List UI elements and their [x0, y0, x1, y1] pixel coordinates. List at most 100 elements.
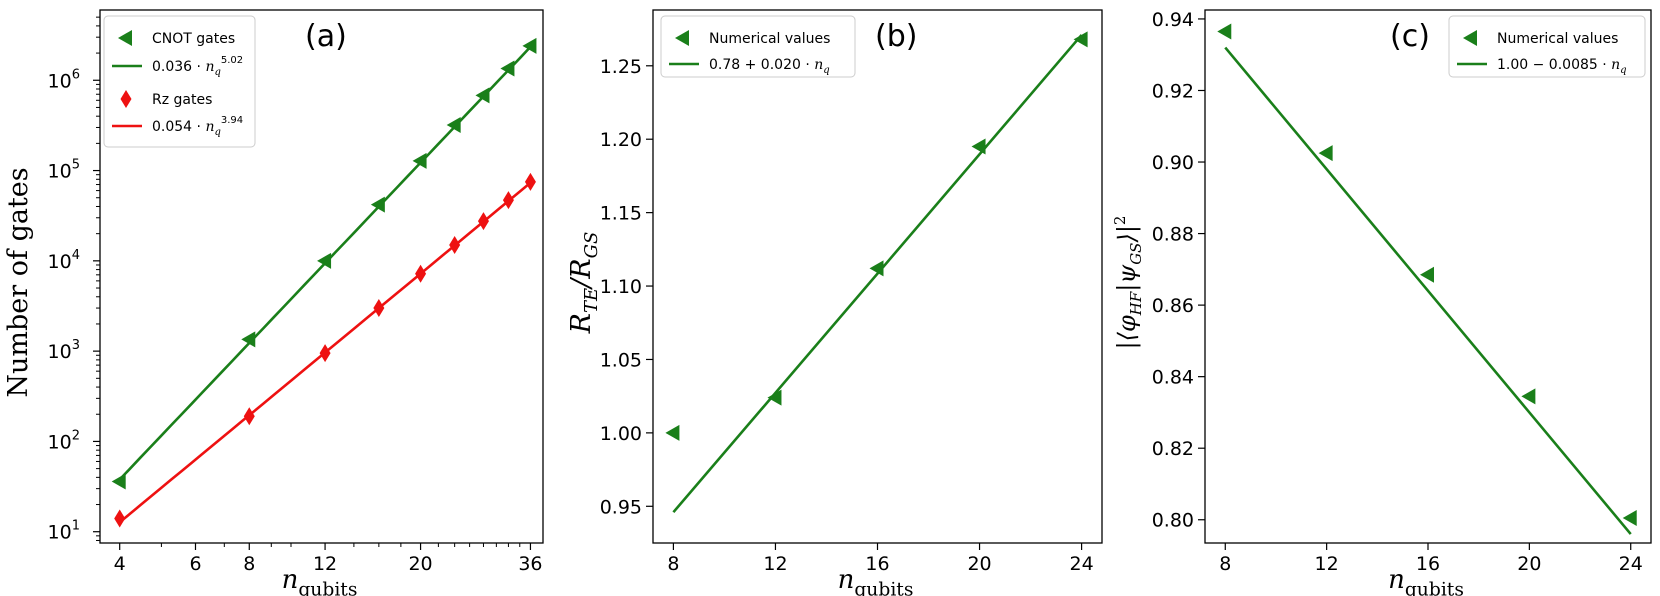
data-point: [665, 424, 680, 441]
x-tick-label: 16: [865, 553, 889, 575]
y-tick-label: 1.05: [600, 349, 642, 371]
panel-c: 8 12 16 20 24 0.80 0.82 0.84 0.86 0.88 0.90 0.92 0.9…: [1111, 9, 1652, 596]
y-tick-label: 1.15: [600, 203, 642, 225]
y-tick-label: 0.84: [1152, 367, 1194, 389]
legend: Numerical values 1.00 − 0.0085 · nq: [1448, 15, 1646, 78]
series-points-0: [1217, 23, 1637, 526]
legend-label: 0.036 · nq5.02: [152, 55, 243, 78]
y-axis-label: RTE/RGS: [566, 232, 602, 335]
y-tick-label: 105: [48, 158, 80, 183]
legend-label: CNOT gates: [152, 31, 235, 47]
legend-box: [660, 15, 856, 78]
data-point: [415, 264, 427, 283]
data-point: [243, 407, 255, 426]
data-point: [319, 344, 331, 363]
y-tick-label: 0.82: [1152, 438, 1194, 460]
data-point: [869, 260, 884, 277]
data-point: [1217, 23, 1232, 40]
y-axis-label-group: RTE/RGS: [566, 232, 602, 335]
y-tick-label: 1.20: [600, 129, 642, 151]
y-axis-label-group: Number of gates: [3, 167, 34, 397]
x-axis-label: nqubits: [282, 565, 358, 596]
y-tick-label: 103: [48, 338, 80, 363]
y-tick-label: 0.95: [600, 496, 642, 518]
legend-label: Rz gates: [152, 92, 212, 108]
data-point: [1073, 31, 1088, 48]
legend: Numerical values 0.78 + 0.020 · nq: [660, 15, 856, 78]
x-tick-label: 24: [1069, 553, 1093, 575]
data-point: [524, 172, 536, 191]
y-tick-label: 0.92: [1152, 80, 1194, 102]
data-point: [241, 331, 256, 348]
data-point: [449, 235, 461, 254]
y-tick-label: 101: [48, 519, 80, 544]
legend-marker: [675, 30, 689, 46]
legend-label: 0.054 · nq3.94: [152, 115, 243, 138]
panel-label: (a): [305, 19, 347, 54]
series-points-0: [665, 31, 1088, 441]
y-tick-label: 1.25: [600, 56, 642, 78]
x-tick-label: 16: [1416, 553, 1440, 575]
data-point: [111, 473, 126, 490]
x-tick-label: 6: [189, 553, 201, 575]
x-tick-label: 4: [114, 553, 126, 575]
series-points-0: [111, 37, 537, 490]
legend: CNOT gates 0.036 · nq5.02 Rz gates 0.054 · …: [103, 15, 256, 148]
data-point: [1622, 509, 1637, 526]
y-tick-label: 104: [48, 248, 80, 273]
legend-label: 1.00 − 0.0085 · nq: [1497, 57, 1627, 76]
x-tick-label: 24: [1619, 553, 1643, 575]
legend-box: [103, 15, 256, 148]
x-axis-label: nqubits: [1388, 565, 1464, 596]
y-tick-label: 102: [48, 428, 80, 453]
x-tick-label: 8: [667, 553, 679, 575]
plot-frame: [652, 9, 1103, 544]
data-point: [373, 299, 385, 318]
data-point: [370, 196, 385, 213]
x-tick-label: 20: [1517, 553, 1541, 575]
data-point: [1420, 266, 1434, 283]
y-tick-label: 0.80: [1152, 510, 1194, 532]
data-point: [317, 252, 332, 269]
x-tick-label: 36: [518, 553, 542, 575]
data-point: [114, 509, 126, 528]
x-tick-label: 12: [313, 553, 337, 575]
y-tick-label: 0.88: [1152, 224, 1194, 246]
legend-marker: [118, 30, 132, 46]
data-point: [500, 60, 515, 77]
data-point: [475, 87, 490, 104]
data-point: [522, 37, 537, 54]
y-axis-label: |⟨φHF|ψGS⟩|2: [1111, 216, 1145, 350]
x-axis-label: nqubits: [838, 565, 914, 596]
plot-frame: [99, 9, 544, 544]
x-tick-label: 8: [1219, 553, 1231, 575]
y-tick-label: 1.10: [600, 276, 642, 298]
y-tick-label: 1.00: [600, 423, 642, 445]
legend-label: 0.78 + 0.020 · nq: [709, 57, 830, 76]
data-point: [767, 389, 782, 406]
y-tick-label: 0.86: [1152, 295, 1194, 317]
data-point: [502, 191, 514, 210]
data-point: [1521, 388, 1536, 405]
fit-line-1: [672, 34, 1083, 514]
x-tick-label: 12: [1315, 553, 1339, 575]
legend-label: Numerical values: [1497, 31, 1618, 47]
x-tick-label: 8: [243, 553, 255, 575]
panel-label: (b): [875, 19, 917, 54]
data-point: [412, 152, 427, 169]
y-tick-label: 106: [48, 67, 80, 92]
x-tick-label: 20: [408, 553, 432, 575]
x-tick-label: 12: [763, 553, 787, 575]
plot-frame: [1204, 9, 1652, 544]
legend-box: [1448, 15, 1646, 78]
legend-marker: [120, 90, 132, 108]
y-axis-label-group: |⟨φHF|ψGS⟩|2: [1111, 216, 1145, 350]
x-tick-label: 20: [967, 553, 991, 575]
data-point: [477, 212, 489, 231]
legend-label: Numerical values: [709, 31, 830, 47]
data-point: [446, 116, 461, 133]
fit-line-1: [1224, 46, 1632, 535]
y-tick-label: 0.90: [1152, 152, 1194, 174]
y-tick-label: 0.94: [1152, 9, 1194, 31]
